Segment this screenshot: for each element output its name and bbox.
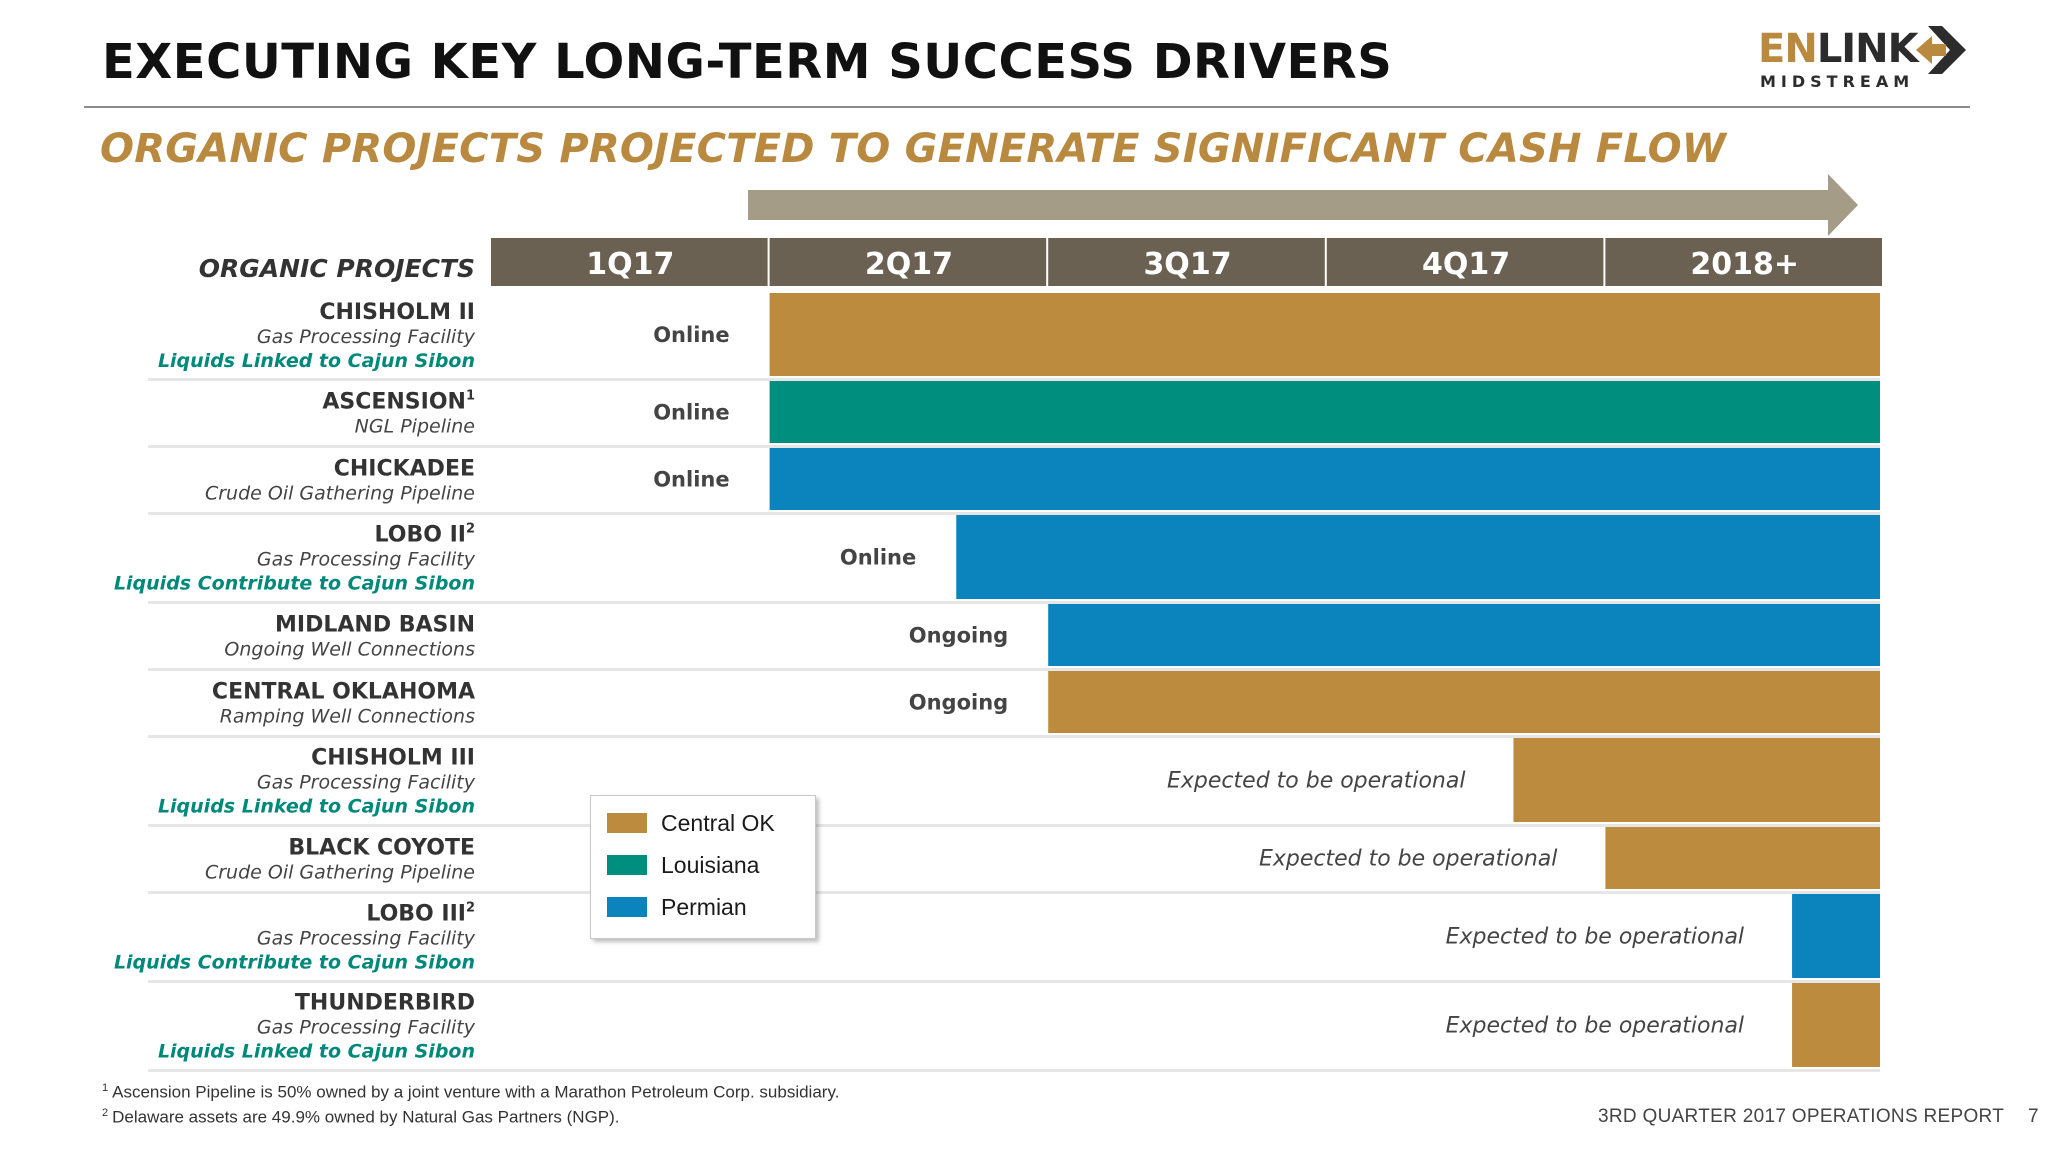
project-name: ASCENSION1 [322, 389, 475, 415]
timeline-bar [956, 515, 1880, 599]
row-divider [148, 445, 1880, 448]
project-description: Crude Oil Gathering Pipeline [205, 483, 475, 505]
status-label: Online [840, 546, 916, 570]
status-label: Online [653, 468, 729, 492]
period-header-cell [1048, 238, 1325, 286]
project-description: Ramping Well Connections [220, 706, 475, 728]
project-name: CENTRAL OKLAHOMA [212, 680, 475, 705]
report-label: 3RD QUARTER 2017 OPERATIONS REPORT [1598, 1106, 2005, 1127]
project-name: CHISHOLM III [311, 746, 475, 771]
period-header-cell [769, 238, 1047, 286]
page-subtitle: ORGANIC PROJECTS PROJECTED TO GENERATE S… [100, 126, 1727, 172]
period-header-cell [1605, 238, 1882, 286]
period-header-cell [1326, 238, 1604, 286]
row-divider [148, 378, 1880, 381]
timeline-arrow [748, 174, 1858, 236]
status-label: Online [653, 323, 729, 347]
timeline-bar [769, 448, 1880, 510]
project-name: LOBO II2 [375, 522, 475, 548]
timeline-bar [1513, 738, 1880, 822]
project-note: Liquids Linked to Cajun Sibon [158, 796, 475, 818]
project-name: CHISHOLM II [319, 300, 475, 325]
status-label: Expected to be operational [1446, 925, 1744, 950]
project-name: CHICKADEE [334, 457, 475, 482]
chart-legend: Central OK Louisiana Permian [590, 795, 816, 939]
period-label: 1Q17 [586, 247, 674, 282]
period-header-cell [491, 238, 768, 286]
row-divider [148, 512, 1880, 515]
row-divider [148, 891, 1880, 894]
page-number: 7 [2028, 1106, 2039, 1127]
project-description: Gas Processing Facility [257, 326, 476, 348]
footnote-1: 1 Ascension Pipeline is 50% owned by a jo… [102, 1082, 840, 1102]
project-name: LOBO III2 [366, 901, 475, 927]
project-note: Liquids Linked to Cajun Sibon [158, 350, 475, 372]
project-description: Gas Processing Facility [257, 1017, 476, 1039]
logo-arrow-icon [1916, 26, 1966, 74]
timeline-bar [769, 293, 1880, 376]
status-label: Expected to be operational [1446, 1014, 1744, 1039]
project-description: Gas Processing Facility [257, 549, 476, 571]
project-description: Gas Processing Facility [257, 772, 476, 794]
legend-label: Permian [661, 893, 747, 920]
project-note: Liquids Linked to Cajun Sibon [158, 1041, 475, 1063]
period-label: 4Q17 [1422, 247, 1510, 282]
legend-swatch-central-ok [607, 813, 647, 833]
timeline-bar [1792, 983, 1880, 1067]
period-label: 2018+ [1690, 247, 1799, 282]
project-note: Liquids Contribute to Cajun Sibon [114, 952, 475, 974]
logo-wordmark: ENLINK [1758, 26, 1919, 72]
row-header-label: ORGANIC PROJECTS [199, 254, 475, 283]
status-label: Ongoing [909, 624, 1008, 648]
timeline-bar [1048, 604, 1880, 666]
legend-item-louisiana: Louisiana [607, 850, 759, 880]
legend-item-permian: Permian [607, 892, 747, 922]
timeline-bar [1605, 827, 1880, 889]
legend-swatch-permian [607, 897, 647, 917]
logo-subtitle: MIDSTREAM [1760, 72, 1915, 91]
project-name: THUNDERBIRD [295, 991, 475, 1016]
enlink-logo: ENLINK MIDSTREAM [1758, 22, 1970, 92]
period-label: 2Q17 [865, 247, 953, 282]
project-description: Gas Processing Facility [257, 928, 476, 950]
project-name: MIDLAND BASIN [275, 613, 475, 638]
project-description: Ongoing Well Connections [224, 639, 475, 661]
timeline-bar [769, 381, 1880, 443]
project-description: NGL Pipeline [355, 416, 475, 438]
row-divider [148, 668, 1880, 671]
page-title: EXECUTING KEY LONG-TERM SUCCESS DRIVERS [102, 34, 1393, 90]
project-name: BLACK COYOTE [288, 836, 475, 861]
legend-label: Central OK [661, 809, 775, 836]
row-divider [148, 1069, 1880, 1072]
title-divider [84, 106, 1970, 108]
legend-label: Louisiana [661, 851, 760, 878]
status-label: Expected to be operational [1167, 769, 1465, 794]
row-divider [148, 824, 1880, 827]
status-label: Expected to be operational [1259, 847, 1557, 872]
row-divider [148, 735, 1880, 738]
status-label: Online [653, 401, 729, 425]
project-description: Crude Oil Gathering Pipeline [205, 862, 475, 884]
timeline-bar [1792, 894, 1880, 978]
legend-item-central-ok: Central OK [607, 808, 775, 838]
legend-swatch-louisiana [607, 855, 647, 875]
footnote-2: 2 Delaware assets are 49.9% owned by Natu… [102, 1107, 620, 1127]
timeline-bar [1048, 671, 1880, 733]
project-note: Liquids Contribute to Cajun Sibon [114, 573, 475, 595]
period-label: 3Q17 [1143, 247, 1231, 282]
row-divider [148, 601, 1880, 604]
row-divider [148, 980, 1880, 983]
status-label: Ongoing [909, 691, 1008, 715]
